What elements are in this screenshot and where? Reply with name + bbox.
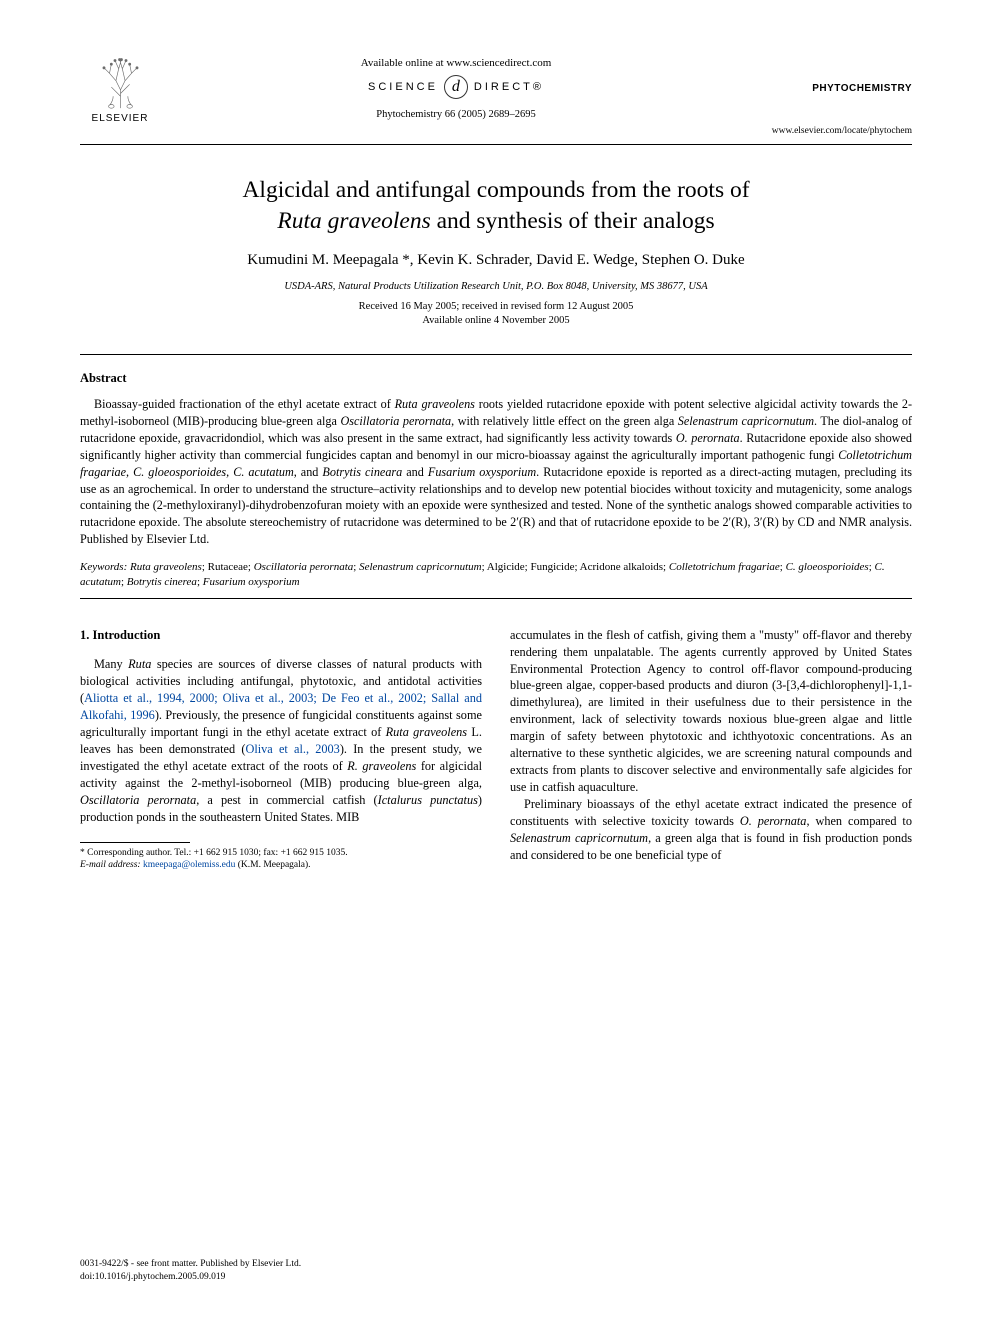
divider-top	[80, 144, 912, 145]
left-column: 1. Introduction Many Ruta species are so…	[80, 627, 482, 872]
date-online: Available online 4 November 2005	[422, 315, 569, 326]
center-header: Available online at www.sciencedirect.co…	[160, 55, 752, 120]
article-title: Algicidal and antifungal compounds from …	[80, 175, 912, 236]
right-column: accumulates in the flesh of catfish, giv…	[510, 627, 912, 872]
footer-line1: 0031-9422/$ - see front matter. Publishe…	[80, 1258, 301, 1270]
science-direct-logo: SCIENCE d DIRECT®	[160, 75, 752, 99]
right-header: PHYTOCHEMISTRY www.elsevier.com/locate/p…	[752, 55, 912, 136]
two-column-layout: 1. Introduction Many Ruta species are so…	[80, 627, 912, 872]
footnote-email-label: E-mail address:	[80, 860, 141, 870]
sd-left: SCIENCE	[368, 81, 438, 93]
affiliation: USDA-ARS, Natural Products Utilization R…	[80, 281, 912, 292]
divider-mid	[80, 354, 912, 355]
footnote-email[interactable]: kmeepaga@olemiss.edu	[143, 860, 235, 870]
journal-name: PHYTOCHEMISTRY	[752, 83, 912, 94]
title-rest: and synthesis of their analogs	[431, 208, 715, 234]
abstract-heading: Abstract	[80, 371, 912, 386]
footer-line2: doi:10.1016/j.phytochem.2005.09.019	[80, 1271, 301, 1283]
journal-url: www.elsevier.com/locate/phytochem	[752, 126, 912, 136]
available-online-text: Available online at www.sciencedirect.co…	[160, 57, 752, 69]
elsevier-logo-block: ELSEVIER	[80, 55, 160, 124]
footnote-rule	[80, 842, 190, 843]
keywords-text: Ruta graveolens; Rutaceae; Oscillatoria …	[80, 561, 885, 588]
keywords-label: Keywords:	[80, 561, 127, 573]
footnote-line2: E-mail address: kmeepaga@olemiss.edu (K.…	[80, 859, 482, 871]
intro-para-right-1: accumulates in the flesh of catfish, giv…	[510, 627, 912, 797]
sd-right: DIRECT®	[474, 81, 544, 93]
abstract-text: Bioassay-guided fractionation of the eth…	[80, 396, 912, 547]
date-received: Received 16 May 2005; received in revise…	[359, 301, 634, 312]
footnote: * Corresponding author. Tel.: +1 662 915…	[80, 847, 482, 872]
intro-heading: 1. Introduction	[80, 627, 482, 644]
dates: Received 16 May 2005; received in revise…	[80, 300, 912, 328]
footnote-email-rest: (K.M. Meepagala).	[235, 860, 310, 870]
intro-para-right-2: Preliminary bioassays of the ethyl aceta…	[510, 796, 912, 864]
divider-bottom	[80, 598, 912, 599]
footer: 0031-9422/$ - see front matter. Publishe…	[80, 1258, 301, 1283]
title-line1: Algicidal and antifungal compounds from …	[242, 177, 749, 203]
header: ELSEVIER Available online at www.science…	[80, 55, 912, 136]
footnote-line1: * Corresponding author. Tel.: +1 662 915…	[80, 847, 482, 859]
authors: Kumudini M. Meepagala *, Kevin K. Schrad…	[80, 252, 912, 269]
title-italic: Ruta graveolens	[277, 208, 430, 234]
elsevier-tree-icon	[93, 55, 148, 110]
elsevier-label: ELSEVIER	[92, 113, 149, 124]
keywords: Keywords: Ruta graveolens; Rutaceae; Osc…	[80, 560, 912, 590]
sd-circle-icon: d	[444, 75, 468, 99]
intro-para-left: Many Ruta species are sources of diverse…	[80, 656, 482, 826]
journal-citation: Phytochemistry 66 (2005) 2689–2695	[160, 109, 752, 120]
